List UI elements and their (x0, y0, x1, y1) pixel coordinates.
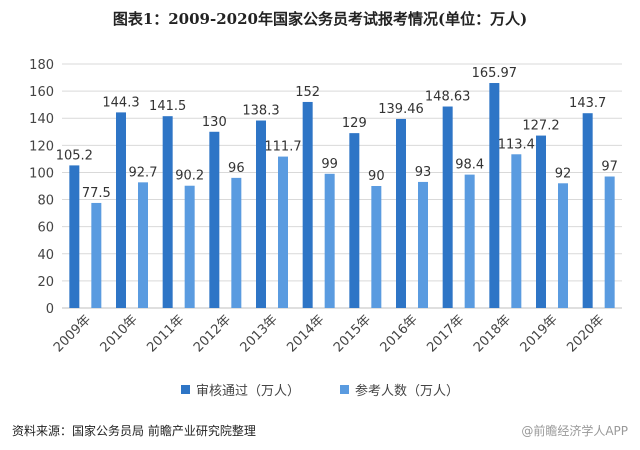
data-label-approved: 152 (295, 85, 320, 100)
data-label-approved: 105.2 (56, 148, 93, 163)
data-label-approved: 130 (202, 115, 227, 130)
data-label-participants: 98.4 (455, 158, 484, 173)
y-tick-label: 100 (29, 166, 54, 181)
y-tick-label: 160 (29, 85, 54, 100)
source-note: 资料来源：国家公务员局 前瞻产业研究院整理 (12, 424, 256, 438)
data-label-approved: 144.3 (102, 95, 139, 110)
bar-participants (184, 185, 195, 308)
y-tick-label: 20 (37, 275, 54, 290)
x-tick-label: 2010年 (98, 312, 141, 355)
bar-participants (418, 181, 428, 308)
y-tick-label: 180 (29, 58, 54, 73)
legend-item-approved: 审核通过（万人） (180, 380, 300, 399)
legend-label-approved: 审核通过（万人） (195, 384, 300, 399)
x-tick-label: 2016年 (378, 312, 421, 355)
bar-approved (209, 131, 220, 308)
data-label-approved: 141.5 (149, 99, 186, 114)
x-tick-label: 2014年 (284, 312, 327, 355)
bar-approved (349, 133, 360, 308)
legend-swatch-approved (180, 385, 190, 394)
data-label-approved: 127.2 (522, 119, 559, 134)
bar-participants (464, 174, 475, 308)
y-tick-label: 40 (37, 248, 54, 263)
x-tick-label: 2015年 (331, 312, 374, 355)
data-label-participants: 92 (555, 166, 572, 181)
bar-participants (91, 202, 102, 308)
data-label-participants: 90 (368, 169, 385, 184)
x-tick-label: 2013年 (238, 312, 281, 355)
bar-approved (256, 120, 266, 308)
x-tick-label: 2019年 (518, 312, 561, 355)
watermark: @前瞻经济学人APP (521, 424, 628, 438)
bar-approved (69, 165, 80, 308)
data-label-approved: 165.97 (472, 66, 518, 81)
bar-participants (324, 173, 335, 308)
bar-approved (396, 118, 406, 308)
data-label-participants: 77.5 (82, 186, 111, 201)
data-label-approved: 138.3 (242, 104, 279, 119)
bar-participants (511, 154, 522, 308)
data-label-participants: 90.2 (175, 169, 204, 184)
y-tick-label: 80 (37, 194, 54, 209)
x-tick-label: 2009年 (51, 312, 94, 355)
bar-approved (582, 113, 593, 308)
x-tick-label: 2011年 (144, 312, 187, 355)
bar-approved (489, 83, 500, 308)
data-label-approved: 139.46 (378, 102, 424, 117)
data-label-participants: 96 (228, 161, 245, 176)
legend-item-participants: 参考人数（万人） (340, 380, 459, 399)
x-tick-label: 2020年 (564, 312, 607, 355)
bar-approved (162, 116, 173, 308)
y-tick-label: 120 (29, 139, 54, 154)
data-label-participants: 92.7 (129, 165, 158, 180)
bar-approved (116, 112, 126, 308)
bar-participants (558, 183, 568, 308)
bar-participants (371, 186, 382, 308)
footer: 资料来源：国家公务员局 前瞻产业研究院整理 @前瞻经济学人APP (12, 422, 628, 439)
data-label-participants: 93 (415, 165, 432, 180)
data-label-participants: 99 (321, 157, 338, 172)
legend-swatch-participants (340, 385, 349, 394)
bar-approved (536, 135, 546, 308)
chart-title: 图表1：2009-2020年国家公务员考试报考情况(单位：万人) (112, 10, 528, 28)
bar-approved (442, 106, 453, 309)
data-label-participants: 111.7 (264, 140, 301, 155)
data-label-participants: 113.4 (498, 137, 535, 152)
x-tick-label: 2012年 (191, 312, 234, 355)
y-tick-label: 140 (29, 112, 54, 127)
legend: 审核通过（万人） 参考人数（万人） (0, 380, 640, 399)
legend-label-participants: 参考人数（万人） (355, 384, 460, 399)
data-label-participants: 97 (601, 160, 618, 175)
bar-participants (278, 156, 288, 308)
data-label-approved: 129 (342, 116, 367, 131)
data-label-approved: 143.7 (569, 96, 606, 111)
x-tick-label: 2018年 (471, 312, 514, 355)
x-tick-label: 2017年 (424, 312, 467, 355)
bar-participants (138, 182, 148, 308)
data-label-approved: 148.63 (425, 90, 471, 105)
y-tick-label: 60 (37, 221, 54, 236)
bar-participants (604, 176, 615, 308)
bar-approved (302, 101, 313, 308)
bar-participants (231, 177, 242, 308)
y-tick-label: 0 (46, 302, 54, 317)
